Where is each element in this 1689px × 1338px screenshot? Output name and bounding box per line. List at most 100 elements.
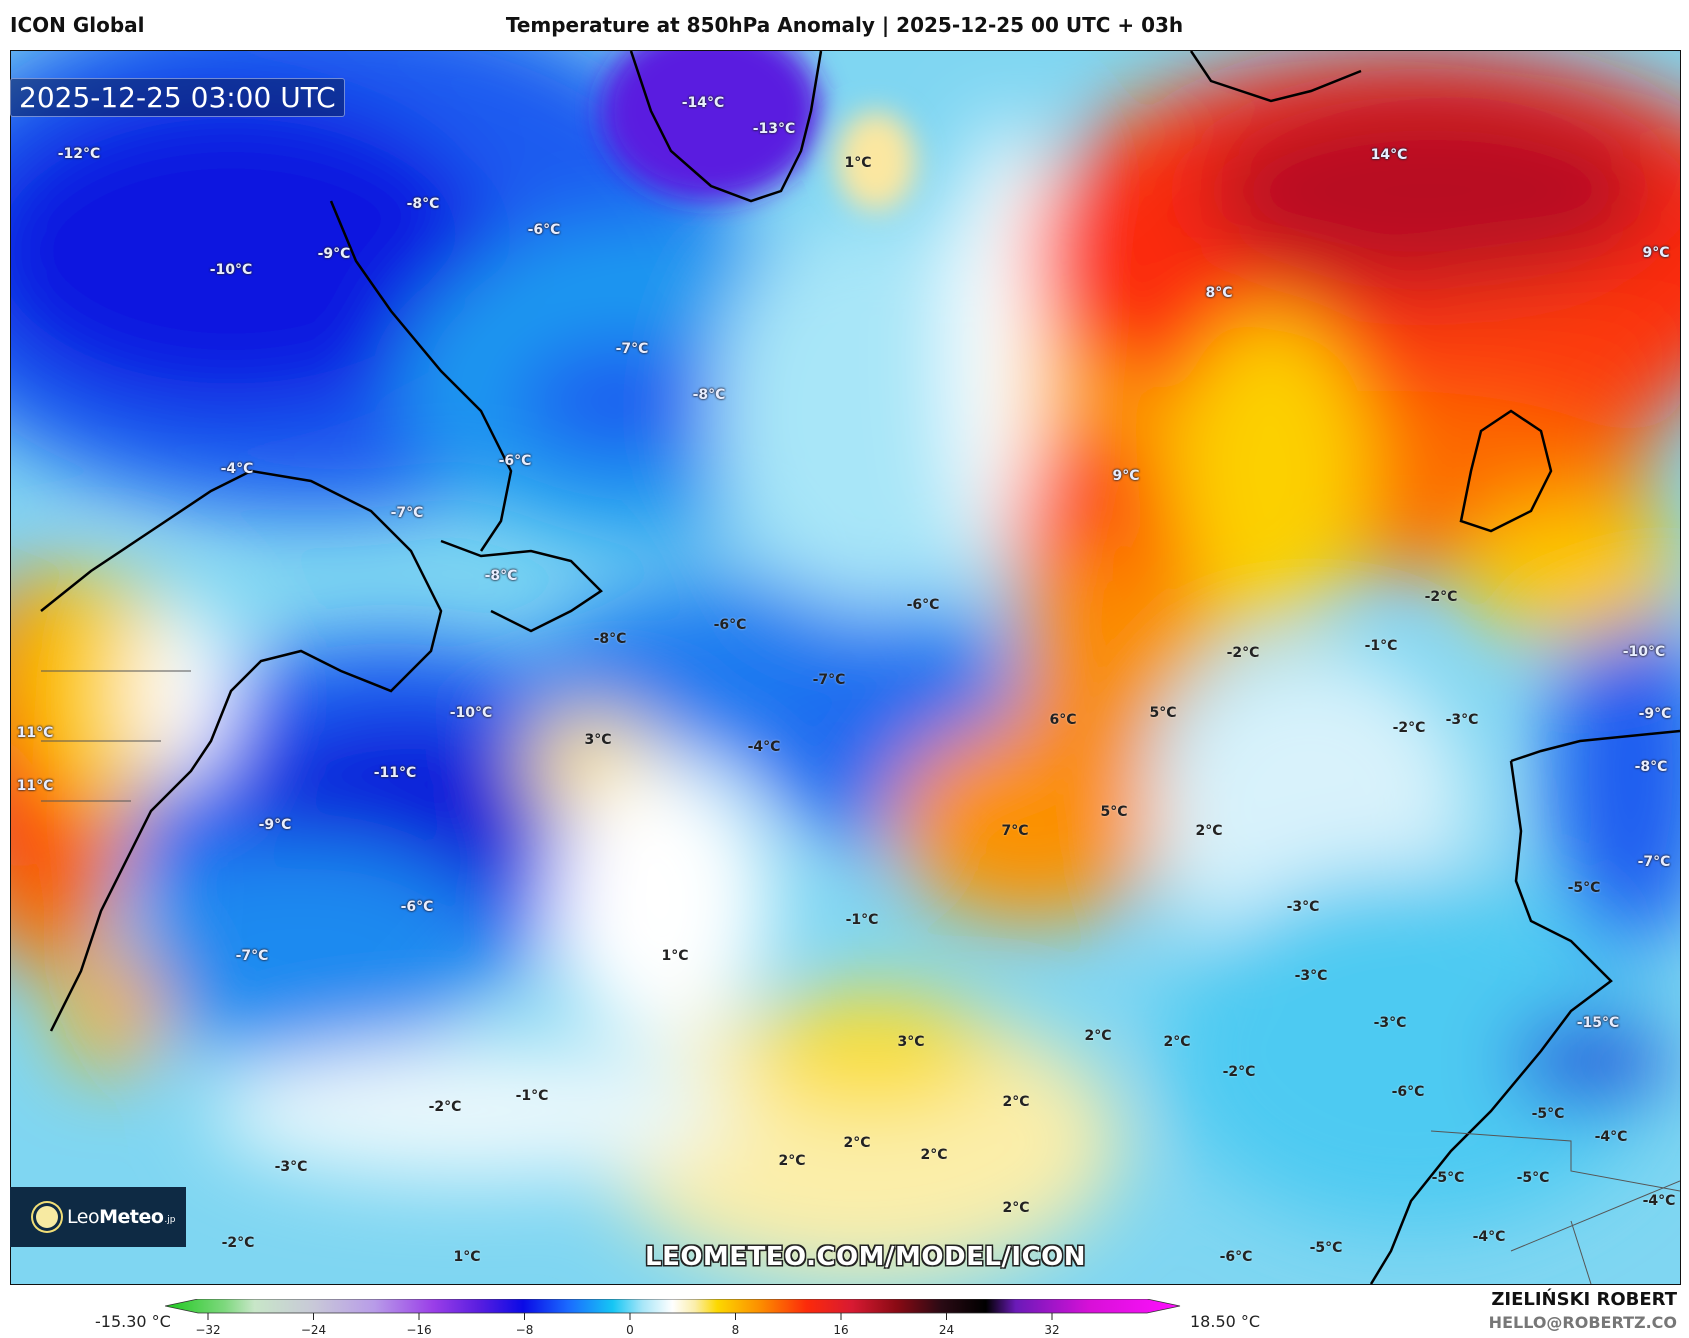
temperature-label: -6°C: [498, 453, 532, 469]
temperature-label: -2°C: [1226, 645, 1260, 661]
temperature-label: -4°C: [1594, 1129, 1628, 1145]
borders: [41, 670, 1680, 1284]
temperature-label: -6°C: [527, 222, 561, 238]
colorbar-tick: −24: [300, 1323, 327, 1337]
colorbar-tick: −8: [515, 1323, 534, 1337]
temperature-label: -8°C: [406, 196, 440, 212]
temperature-label: -4°C: [220, 461, 254, 477]
valid-time-badge: 2025-12-25 03:00 UTC: [10, 78, 345, 117]
temperature-label: -9°C: [1638, 706, 1672, 722]
temperature-label: -2°C: [1392, 720, 1426, 736]
temperature-label: 2°C: [1002, 1200, 1030, 1216]
temperature-label: -7°C: [1637, 854, 1671, 870]
coastlines: [40, 51, 1680, 1284]
temperature-label: -2°C: [1222, 1064, 1256, 1080]
temperature-label: -3°C: [1445, 712, 1479, 728]
temperature-label: 2°C: [1163, 1034, 1191, 1050]
temperature-label: -3°C: [1286, 899, 1320, 915]
temperature-label: -2°C: [221, 1235, 255, 1251]
temperature-label: -4°C: [1472, 1229, 1506, 1245]
temperature-label: 1°C: [661, 948, 689, 964]
temperature-label: 11°C: [16, 778, 54, 794]
temperature-label: -3°C: [274, 1159, 308, 1175]
temperature-label: -6°C: [400, 899, 434, 915]
temperature-label: -5°C: [1516, 1170, 1550, 1186]
temperature-label: -10°C: [209, 262, 253, 278]
colorbar-tick: −32: [195, 1323, 221, 1337]
logo-tld: .jp: [164, 1215, 176, 1225]
temperature-label: 5°C: [1100, 804, 1128, 820]
temperature-label: 3°C: [584, 732, 612, 748]
temperature-label: -6°C: [1391, 1084, 1425, 1100]
temperature-label: 2°C: [1084, 1028, 1112, 1044]
temperature-label: 2°C: [1195, 823, 1223, 839]
temperature-label: -14°C: [681, 95, 725, 111]
colorbar: [165, 1299, 1181, 1320]
temperature-label: 2°C: [1002, 1094, 1030, 1110]
field-max-label: 18.50 °C: [1190, 1312, 1261, 1331]
temperature-label: 7°C: [1001, 823, 1029, 839]
temperature-label: -2°C: [1424, 589, 1458, 605]
temperature-label: -13°C: [752, 121, 796, 137]
temperature-label: -3°C: [1294, 968, 1328, 984]
colorbar-tick: 24: [938, 1323, 955, 1337]
temperature-label: -15°C: [1576, 1015, 1620, 1031]
temperature-label: 8°C: [1205, 285, 1233, 301]
temperature-label: -6°C: [713, 617, 747, 633]
colorbar-tick: 32: [1044, 1323, 1060, 1337]
temperature-label: -8°C: [1634, 759, 1668, 775]
logo-text: LeoMeteo: [67, 1206, 164, 1228]
field-min-label: -15.30 °C: [95, 1312, 171, 1331]
temperature-label: -9°C: [258, 817, 292, 833]
temperature-label: -10°C: [1622, 644, 1666, 660]
temperature-label: -5°C: [1567, 880, 1601, 896]
temperature-label: 1°C: [453, 1249, 481, 1265]
temperature-label: -1°C: [845, 912, 879, 928]
temperature-label: 9°C: [1112, 468, 1140, 484]
temperature-label: -7°C: [615, 341, 649, 357]
chart-title: Temperature at 850hPa Anomaly | 2025-12-…: [505, 13, 1184, 37]
temperature-label: -3°C: [1373, 1015, 1407, 1031]
temperature-label: -9°C: [317, 246, 351, 262]
temperature-label: 9°C: [1642, 245, 1670, 261]
temperature-label: 11°C: [16, 725, 54, 741]
leometeo-logo[interactable]: LeoMeteo .jp: [10, 1187, 186, 1247]
temperature-label: -4°C: [1642, 1193, 1676, 1209]
colorbar-tick: 8: [731, 1323, 740, 1337]
temperature-field: [11, 51, 1680, 1284]
temperature-label: 1°C: [844, 155, 872, 171]
temperature-label: -8°C: [484, 568, 518, 584]
temperature-label: -12°C: [57, 146, 101, 162]
colorbar-tick: 16: [833, 1323, 849, 1337]
author-name: ZIELIŃSKI ROBERT: [1491, 1289, 1677, 1310]
temperature-label: -1°C: [1364, 638, 1398, 654]
author-email[interactable]: HELLO@ROBERTZ.CO: [1488, 1313, 1677, 1332]
temperature-anomaly-map: -12°C -8°C -6°C -10°C -9°C -14°C -13°C 1°C 14°C 9…: [10, 50, 1681, 1285]
temperature-label: 14°C: [1370, 147, 1408, 163]
temperature-label: 3°C: [897, 1034, 925, 1050]
temperature-label: -6°C: [1219, 1249, 1253, 1265]
temperature-label: -5°C: [1531, 1106, 1565, 1122]
temperature-label: 2°C: [920, 1147, 948, 1163]
temperature-label: -5°C: [1431, 1170, 1465, 1186]
temperature-label: -7°C: [812, 672, 846, 688]
temperature-label: 2°C: [778, 1153, 806, 1169]
colorbar-tick: 0: [626, 1323, 634, 1337]
temperature-label: 2°C: [843, 1135, 871, 1151]
watermark-url: LEOMETEO.COM/MODEL/ICON: [645, 1242, 1087, 1272]
temperature-label: 6°C: [1049, 712, 1077, 728]
temperature-label: -11°C: [373, 765, 417, 781]
sun-icon: [36, 1206, 58, 1228]
temperature-label: -5°C: [1309, 1240, 1343, 1256]
temperature-label: 5°C: [1149, 705, 1177, 721]
temperature-label: -4°C: [747, 739, 781, 755]
temperature-label: -10°C: [449, 705, 493, 721]
temperature-label: -6°C: [906, 597, 940, 613]
temperature-label: -8°C: [692, 387, 726, 403]
temperature-label: -2°C: [428, 1099, 462, 1115]
colorbar-tick: −16: [406, 1323, 432, 1337]
temperature-label: -8°C: [593, 631, 627, 647]
temperature-label: -7°C: [390, 505, 424, 521]
temperature-label: -1°C: [515, 1088, 549, 1104]
model-name: ICON Global: [10, 13, 145, 37]
